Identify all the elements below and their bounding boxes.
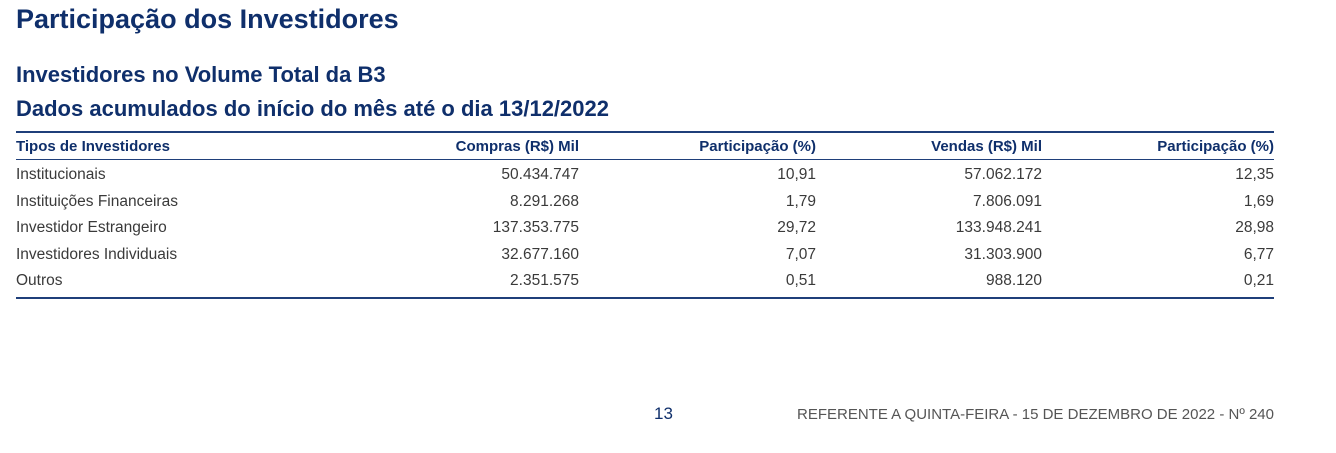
column-header-sales: Vendas (R$) Mil	[816, 132, 1042, 160]
investor-type-cell: Investidor Estrangeiro	[16, 219, 167, 237]
column-header-investor-type: Tipos de Investidores	[16, 132, 316, 160]
sales-cell: 57.062.172	[964, 166, 1042, 184]
header-row: Tipos de Investidores Compras (R$) Mil P…	[16, 132, 1274, 160]
footer-reference: REFERENTE A QUINTA-FEIRA - 15 DE DEZEMBR…	[797, 406, 1274, 423]
investor-type-cell: Institucionais	[16, 166, 106, 184]
sales-share-cell: 28,98	[1235, 219, 1274, 237]
table-row: Institucionais 50.434.747 10,91 57.062.1…	[16, 160, 1274, 189]
sales-share-cell: 6,77	[1243, 245, 1274, 263]
column-header-purchases: Compras (R$) Mil	[316, 132, 579, 160]
page-number: 13	[654, 404, 673, 423]
table-row: Investidor Estrangeiro 137.353.775 29,72…	[16, 215, 1274, 242]
section-subtitle: Dados acumulados do início do mês até o …	[16, 96, 609, 121]
column-header-purchases-share: Participação (%)	[579, 132, 816, 160]
purchases-share-cell: 10,91	[777, 166, 816, 184]
sales-share-cell: 12,35	[1235, 166, 1274, 184]
sales-cell: 7.806.091	[973, 192, 1042, 210]
table-row: Outros 2.351.575 0,51 988.120 0,21	[16, 268, 1274, 298]
sales-cell: 988.120	[985, 272, 1042, 290]
table-body: Institucionais 50.434.747 10,91 57.062.1…	[16, 160, 1274, 298]
table-header: Tipos de Investidores Compras (R$) Mil P…	[16, 132, 1274, 160]
purchases-cell: 2.351.575	[510, 272, 579, 290]
purchases-share-cell: 7,07	[785, 245, 816, 263]
sales-share-cell: 1,69	[1243, 192, 1274, 210]
investors-table: Tipos de Investidores Compras (R$) Mil P…	[16, 131, 1274, 299]
investor-type-cell: Instituições Financeiras	[16, 192, 178, 210]
investor-type-cell: Outros	[16, 272, 63, 290]
table-row: Instituições Financeiras 8.291.268 1,79 …	[16, 189, 1274, 216]
purchases-cell: 137.353.775	[492, 219, 579, 237]
investor-type-cell: Investidores Individuais	[16, 245, 178, 263]
purchases-share-cell: 29,72	[777, 219, 816, 237]
purchases-share-cell: 1,79	[785, 192, 816, 210]
purchases-cell: 32.677.160	[501, 245, 579, 263]
sales-cell: 133.948.241	[955, 219, 1042, 237]
table-row: Investidores Individuais 32.677.160 7,07…	[16, 242, 1274, 269]
column-header-sales-share: Participação (%)	[1042, 132, 1274, 160]
sales-cell: 31.303.900	[964, 245, 1042, 263]
purchases-share-cell: 0,51	[785, 272, 816, 290]
section-title: Investidores no Volume Total da B3	[16, 62, 386, 87]
page-title: Participação dos Investidores	[16, 4, 399, 34]
purchases-cell: 50.434.747	[501, 166, 579, 184]
purchases-cell: 8.291.268	[510, 192, 579, 210]
sales-share-cell: 0,21	[1243, 272, 1274, 290]
